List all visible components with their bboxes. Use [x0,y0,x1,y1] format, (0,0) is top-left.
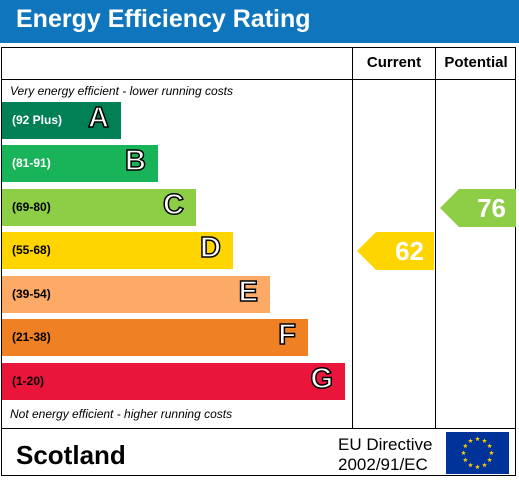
flag-star [475,464,480,470]
flag-star [461,450,466,456]
note-efficient: Very energy efficient - lower running co… [10,84,233,98]
band-a: (92 Plus) A [2,101,121,139]
eu-flag-icon [446,432,509,474]
header-bar: Energy Efficiency Rating [0,0,519,43]
column-current: Current [366,54,422,71]
divider-potential [435,47,436,429]
flag-star [468,438,473,443]
chart-frame [1,47,516,476]
band-letter: D [199,231,221,265]
band-range: (69-80) [12,200,51,214]
band-range: (39-54) [12,287,51,301]
divider-footer-row [1,428,516,429]
band-range: (55-68) [12,243,51,257]
note-inefficient: Not energy efficient - higher running co… [10,407,233,421]
band-b: (81-91) B [2,144,158,182]
rating-value-current: 62 [395,236,424,266]
chart-title: Energy Efficiency Rating [16,5,311,33]
flag-star [482,438,487,443]
band-letter: C [162,188,184,222]
band-f: (21-38) F [2,318,308,356]
flag-star [462,457,468,463]
flag-star [462,443,468,449]
divider-header-row [1,79,516,80]
band-letter: A [87,101,109,135]
band-d: (55-68) D [2,231,233,269]
band-c: (69-80) C [2,188,196,226]
band-letter: F [278,318,297,352]
directive-line-1: EU Directive [338,435,433,454]
band-range: (1-20) [12,374,45,388]
column-potential: Potential [444,54,508,71]
band-range: (81-91) [12,156,51,170]
band-letter: E [238,275,259,309]
band-e: (39-54) E [2,275,270,313]
band-range: (21-38) [12,330,51,344]
band-range: (92 Plus) [12,113,63,127]
flag-star [487,443,493,449]
flag-star [487,457,493,463]
flag-star [475,436,480,442]
flag-star [489,450,494,456]
rating-arrow-current: 62 [357,232,434,270]
rating-value-potential: 76 [477,193,506,223]
band-letter: G [310,362,334,396]
band-g: (1-20) G [2,362,345,400]
flag-star [468,462,473,468]
directive-line-2: 2002/91/EC [338,455,428,474]
band-letter: B [124,144,146,178]
eu-directive: EU Directive 2002/91/EC [338,435,432,475]
divider-current [352,47,353,429]
country-name: Scotland [16,440,126,470]
flag-star [482,462,487,468]
